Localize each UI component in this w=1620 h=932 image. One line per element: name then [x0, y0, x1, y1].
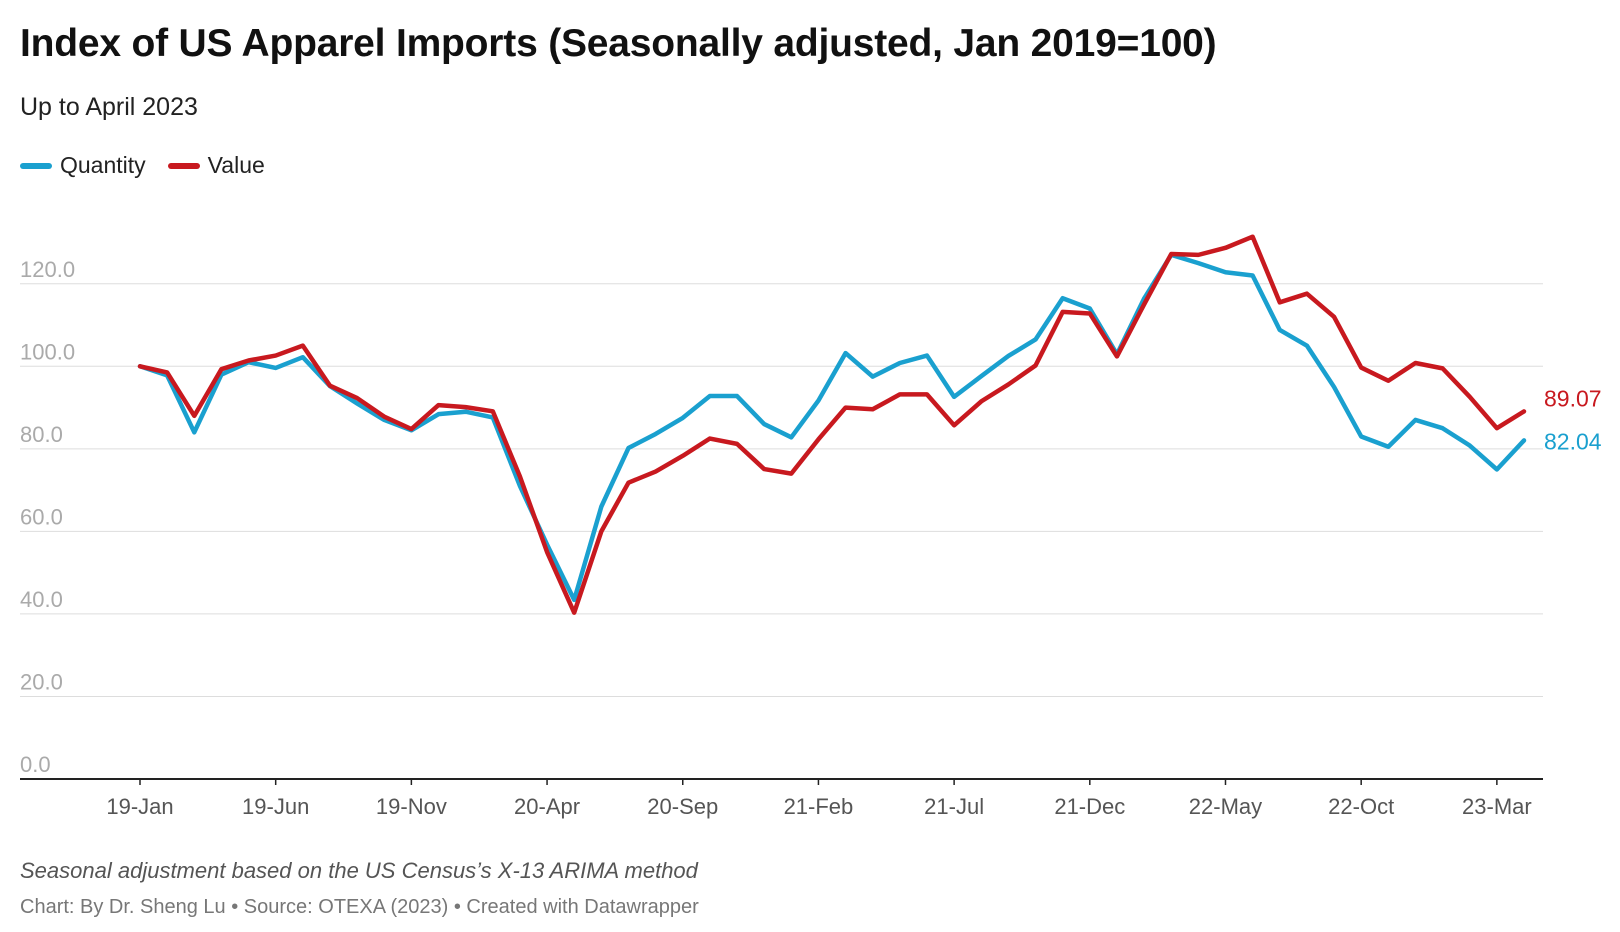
- series-line-quantity: [137, 252, 1527, 603]
- x-tick-label: 22-May: [1189, 794, 1262, 819]
- chart-note: Seasonal adjustment based on the US Cens…: [20, 858, 698, 883]
- legend-item-value: Value: [167, 152, 265, 179]
- y-tick-label: 80.0: [20, 422, 63, 447]
- legend-swatch-quantity: [20, 162, 52, 169]
- x-tick-label: 20-Sep: [647, 794, 718, 819]
- series-line-value: [137, 234, 1527, 615]
- legend-label-value: Value: [207, 152, 265, 178]
- x-tick-label: 19-Jan: [106, 794, 173, 819]
- x-tick-label: 22-Oct: [1328, 794, 1394, 819]
- chart-subtitle: Up to April 2023: [20, 93, 198, 121]
- y-tick-label: 20.0: [20, 669, 63, 694]
- end-label-quantity: 82.04: [1544, 428, 1602, 454]
- legend-swatch-value: [167, 162, 200, 169]
- y-tick-label: 100.0: [20, 339, 75, 364]
- x-tick-label: 19-Nov: [376, 794, 447, 819]
- chart-credit: Chart: By Dr. Sheng Lu • Source: OTEXA (…: [20, 896, 699, 918]
- x-tick-label: 20-Apr: [514, 794, 580, 819]
- x-tick-label: 21-Jul: [924, 794, 984, 819]
- x-tick-label: 21-Feb: [784, 794, 854, 819]
- y-tick-label: 60.0: [20, 504, 63, 529]
- y-tick-label: 40.0: [20, 587, 63, 612]
- x-tick-label: 21-Dec: [1054, 794, 1125, 819]
- chart-legend: Quantity Value: [20, 152, 287, 179]
- legend-label-quantity: Quantity: [60, 152, 146, 178]
- y-tick-label: 0.0: [20, 752, 51, 777]
- legend-item-quantity: Quantity: [20, 152, 146, 179]
- y-tick-label: 120.0: [20, 257, 75, 282]
- x-tick-label: 19-Jun: [242, 794, 309, 819]
- x-tick-label: 23-Mar: [1462, 794, 1532, 819]
- chart-title: Index of US Apparel Imports (Seasonally …: [20, 22, 1217, 65]
- end-label-value: 89.07: [1544, 385, 1602, 411]
